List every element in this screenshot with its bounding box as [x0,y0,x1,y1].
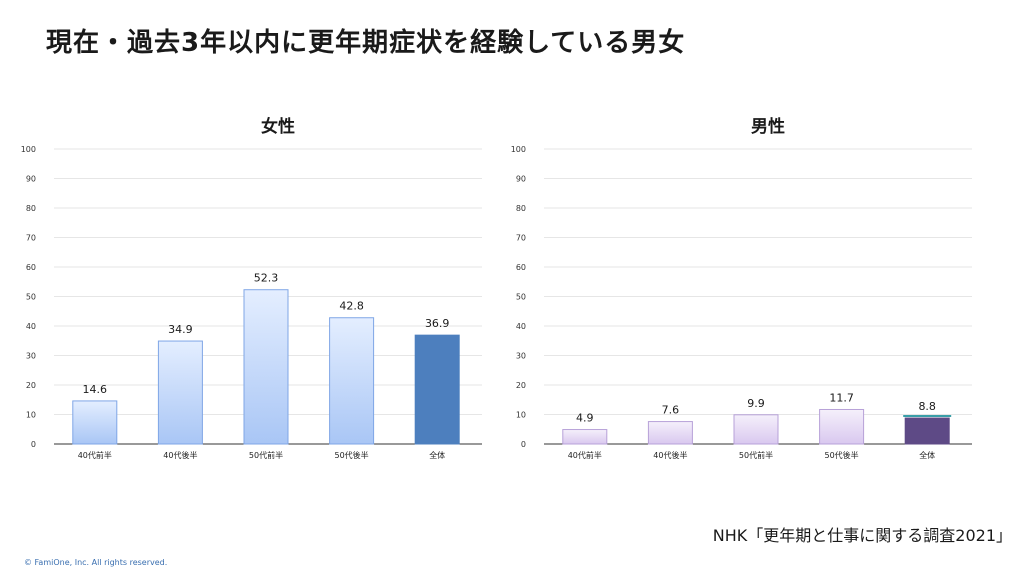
page-title: 現在・過去3年以内に更年期症状を経験している男女 [46,28,686,58]
male-data-label: 4.9 [576,412,594,425]
female-data-label: 34.9 [168,323,193,336]
male-chart-svg: 男性 0 10 20 30 40 50 60 70 80 90 100 4.9 40代前半 7.6 40代後半… [511,116,972,460]
female-category-label: 50代前半 [249,450,283,460]
female-y-tick-label: 90 [26,175,36,184]
male-y-tick-label: 50 [516,293,526,302]
male-y-tick-label: 80 [516,204,526,213]
male-bar [733,414,779,445]
male-bar [819,408,865,445]
female-y-tick-label: 100 [21,145,36,154]
female-y-tick-label: 10 [26,411,36,420]
female-bar [243,289,289,445]
male-y-tick-label: 90 [516,175,526,184]
female-chart: 女性 0 10 20 30 40 50 60 70 80 90 100 14.6 40代前半 34.9 40代… [20,108,490,468]
female-y-tick-label: 50 [26,293,36,302]
female-chart-svg: 女性 0 10 20 30 40 50 60 70 80 90 100 14.6 40代前半 34.9 40代… [21,116,482,460]
female-bar [329,317,375,445]
male-y-tick-label: 70 [516,234,526,243]
male-data-label: 8.8 [918,400,936,413]
male-category-label: 50代前半 [739,450,773,460]
female-data-label: 52.3 [254,272,279,285]
male-category-label: 40代前半 [568,450,602,460]
male-chart-title: 男性 [751,116,785,137]
male-y-tick-label: 20 [516,381,526,390]
male-data-label: 11.7 [829,391,854,404]
male-y-tick-label: 60 [516,263,526,272]
male-y-tick-label: 30 [516,352,526,361]
male-category-label: 40代後半 [653,450,687,460]
female-y-tick-label: 60 [26,263,36,272]
female-bar [157,340,203,445]
male-y-tick-label: 0 [521,440,526,449]
female-data-label: 42.8 [339,300,364,313]
female-category-label: 全体 [429,450,445,460]
male-data-label: 9.9 [747,397,765,410]
female-data-label: 14.6 [83,383,108,396]
female-chart-title: 女性 [261,116,295,137]
male-category-label: 全体 [919,450,935,460]
male-bar [562,429,608,445]
male-chart: 男性 0 10 20 30 40 50 60 70 80 90 100 4.9 40代前半 7.6 40代後半… [510,108,980,468]
female-y-tick-label: 80 [26,204,36,213]
male-y-tick-label: 10 [516,411,526,420]
female-y-tick-label: 20 [26,381,36,390]
male-category-label: 50代後半 [825,450,859,460]
male-bar [647,421,693,445]
female-y-tick-label: 40 [26,322,36,331]
male-y-tick-label: 100 [511,145,526,154]
male-y-tick-label: 40 [516,322,526,331]
female-y-tick-label: 70 [26,234,36,243]
female-category-label: 40代後半 [163,450,197,460]
male-data-label: 7.6 [662,404,680,417]
female-data-label: 36.9 [425,317,450,330]
source-citation: NHK「更年期と仕事に関する調査2021」 [712,526,1012,545]
female-bar [72,400,118,445]
male-bar [904,417,950,445]
female-category-label: 50代後半 [335,450,369,460]
female-y-tick-label: 0 [31,440,36,449]
female-category-label: 40代前半 [78,450,112,460]
female-bar [414,334,460,445]
female-y-tick-label: 30 [26,352,36,361]
copyright-notice: © FamiOne, Inc. All rights reserved. [24,558,168,567]
